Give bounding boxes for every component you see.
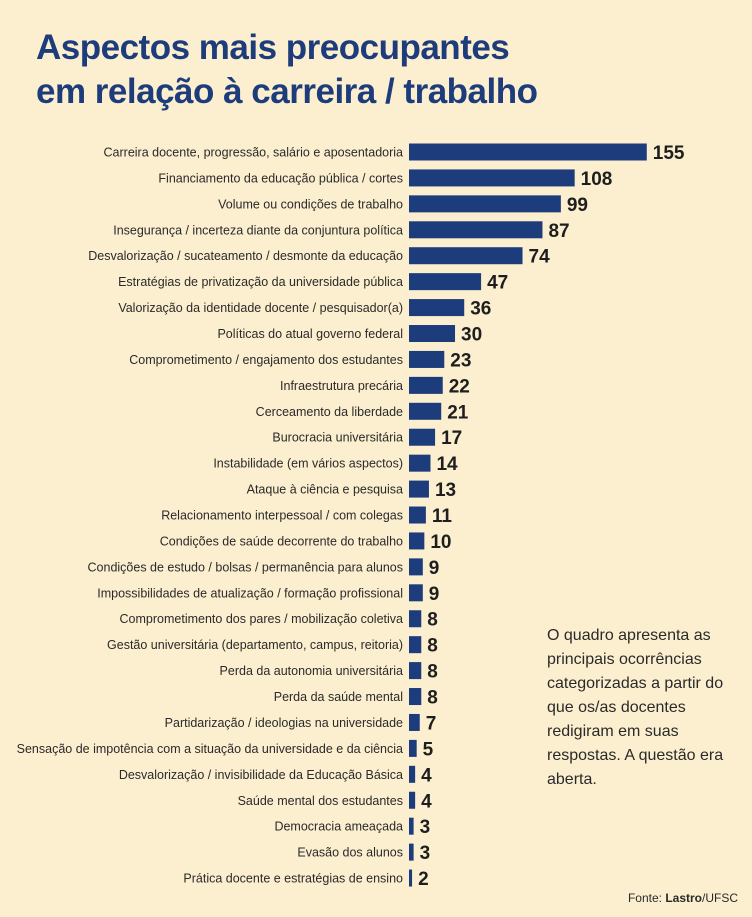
- bar: [409, 584, 423, 602]
- value-label: 3: [420, 817, 431, 838]
- source-credit: Fonte: Lastro/UFSC: [628, 891, 738, 905]
- source-name: Lastro: [665, 891, 702, 905]
- category-label: Perda da autonomia universitária: [220, 664, 403, 678]
- category-label: Evasão dos alunos: [297, 846, 403, 860]
- bar: [409, 817, 414, 835]
- value-label: 21: [447, 402, 469, 423]
- bar: [409, 688, 422, 706]
- value-label: 8: [427, 636, 438, 657]
- category-label: Prática docente e estratégias de ensino: [183, 872, 403, 886]
- category-label: Insegurança / incerteza diante da conjun…: [113, 223, 403, 237]
- category-label: Partidarização / ideologias na universid…: [165, 716, 403, 730]
- bar: [409, 221, 543, 239]
- bar: [409, 428, 436, 446]
- source-prefix: Fonte:: [627, 891, 666, 905]
- bar: [409, 402, 442, 420]
- bar: [409, 480, 429, 498]
- bar: [409, 325, 456, 343]
- value-label: 99: [567, 195, 588, 216]
- bar: [409, 454, 431, 472]
- value-label: 9: [429, 584, 440, 605]
- bar: [409, 558, 423, 576]
- value-label: 10: [430, 532, 451, 553]
- category-label: Estratégias de privatização da universid…: [118, 275, 403, 289]
- chart-title: Aspectos mais preocupantes em relação à …: [36, 26, 538, 114]
- category-label: Comprometimento dos pares / mobilização …: [120, 612, 404, 626]
- category-label: Infraestrutura precária: [280, 379, 403, 393]
- bar: [409, 662, 422, 680]
- value-label: 8: [427, 662, 438, 683]
- bar: [409, 376, 443, 394]
- bar: [409, 506, 426, 524]
- bar: [409, 273, 482, 291]
- bar: [409, 610, 422, 628]
- bar: [409, 195, 561, 213]
- category-label: Ataque à ciência e pesquisa: [247, 483, 403, 497]
- category-label: Cerceamento da liberdade: [256, 405, 403, 419]
- bar: [409, 350, 445, 368]
- category-label: Desvalorização / sucateamento / desmonte…: [88, 249, 403, 263]
- category-label: Impossibilidades de atualização / formaç…: [97, 586, 403, 600]
- value-label: 9: [429, 558, 440, 579]
- value-label: 17: [441, 428, 462, 449]
- category-label: Democracia ameaçada: [274, 820, 403, 834]
- value-label: 4: [421, 791, 432, 812]
- bar: [409, 143, 647, 161]
- value-label: 108: [581, 169, 613, 190]
- bar: [409, 532, 425, 550]
- category-label: Condições de saúde decorrente do trabalh…: [160, 534, 403, 548]
- bar: [409, 791, 416, 809]
- category-label: Comprometimento / engajamento dos estuda…: [129, 353, 403, 367]
- category-label: Políticas do atual governo federal: [217, 327, 403, 341]
- category-label: Instabilidade (em vários aspectos): [213, 457, 403, 471]
- bar: [409, 247, 523, 265]
- bar: [409, 739, 417, 757]
- value-label: 155: [653, 143, 685, 164]
- bar: [409, 169, 575, 187]
- category-label: Saúde mental dos estudantes: [238, 794, 403, 808]
- bar: [409, 713, 420, 731]
- bar: [409, 765, 416, 783]
- category-label: Relacionamento interpessoal / com colega…: [161, 509, 403, 523]
- value-label: 3: [420, 843, 431, 864]
- source-suffix: /UFSC: [702, 891, 738, 905]
- category-label: Perda da saúde mental: [274, 690, 403, 704]
- value-label: 23: [450, 350, 471, 371]
- value-label: 87: [548, 221, 569, 242]
- value-label: 36: [470, 299, 491, 320]
- category-label: Burocracia universitária: [272, 431, 403, 445]
- value-label: 11: [432, 506, 453, 527]
- value-label: 74: [529, 247, 551, 268]
- title-line-2: em relação à carreira / trabalho: [36, 72, 538, 111]
- value-label: 8: [427, 610, 438, 631]
- category-label: Condições de estudo / bolsas / permanênc…: [88, 560, 403, 574]
- value-label: 47: [487, 273, 508, 294]
- category-label: Carreira docente, progressão, salário e …: [104, 146, 404, 160]
- category-label: Financiamento da educação pública / cort…: [158, 171, 403, 185]
- value-label: 2: [418, 869, 429, 890]
- title-line-1: Aspectos mais preocupantes: [36, 28, 510, 67]
- category-label: Desvalorização / invisibilidade da Educa…: [119, 768, 403, 782]
- value-label: 22: [449, 376, 470, 397]
- category-label: Sensação de impotência com a situação da…: [17, 742, 403, 756]
- value-label: 4: [421, 765, 432, 786]
- bar: [409, 636, 422, 654]
- bar: [409, 299, 465, 317]
- value-label: 13: [435, 480, 456, 501]
- value-label: 14: [436, 454, 458, 475]
- bar: [409, 843, 414, 861]
- value-label: 5: [423, 739, 434, 760]
- category-label: Valorização da identidade docente / pesq…: [118, 301, 403, 315]
- chart-note: O quadro apresenta as principais ocorrên…: [547, 627, 724, 788]
- bar: [409, 869, 413, 887]
- value-label: 30: [461, 325, 482, 346]
- category-label: Volume ou condições de trabalho: [218, 197, 403, 211]
- category-label: Gestão universitária (departamento, camp…: [107, 638, 403, 652]
- value-label: 8: [427, 688, 438, 709]
- value-label: 7: [426, 713, 437, 734]
